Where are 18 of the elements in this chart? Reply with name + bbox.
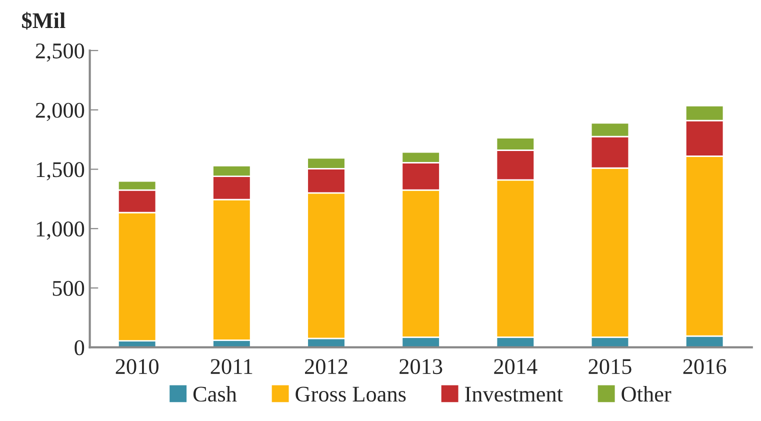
x-tick-label: 2016 bbox=[683, 359, 726, 374]
x-tick-label: 2011 bbox=[210, 359, 252, 374]
x-tick-label: 2015 bbox=[588, 359, 632, 374]
x-tick-label: 2014 bbox=[494, 359, 538, 374]
x-tick-label: 2012 bbox=[305, 359, 348, 374]
legend-label: Investment bbox=[465, 386, 563, 402]
y-tick-label: 500 bbox=[52, 280, 84, 296]
y-tick-label: 0 bbox=[74, 340, 84, 356]
legend-label: Cash bbox=[193, 386, 237, 402]
y-tick-label: 2,000 bbox=[36, 102, 84, 122]
y-tick-label: 1,500 bbox=[36, 162, 84, 180]
legend-label: Gross Loans bbox=[296, 386, 406, 402]
x-tick-label: 2010 bbox=[116, 359, 158, 374]
y-tick-label: 2,500 bbox=[36, 43, 84, 62]
legend-label: Other bbox=[622, 386, 672, 402]
y-axis-title: $Mil bbox=[22, 12, 66, 30]
x-tick-label: 2013 bbox=[400, 359, 442, 374]
y-tick-label: 1,000 bbox=[36, 222, 84, 240]
